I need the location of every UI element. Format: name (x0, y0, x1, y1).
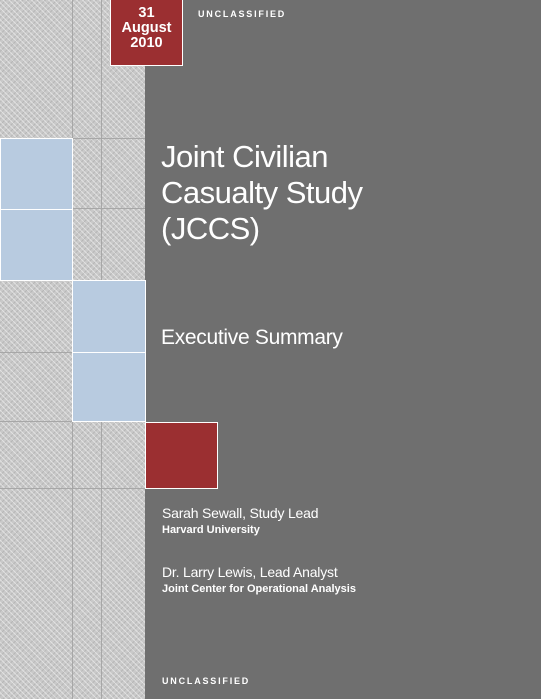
author-org: Harvard University (162, 524, 260, 536)
document-title: Joint Civilian Casualty Study (JCCS) (161, 139, 531, 247)
author-block: Dr. Larry Lewis, Lead Analyst Joint Cent… (162, 564, 356, 595)
author-org: Joint Center for Operational Analysis (162, 583, 356, 595)
title-line: Casualty Study (161, 175, 363, 210)
date-year: 2010 (130, 35, 163, 51)
classification-bottom: UNCLASSIFIED (162, 676, 251, 686)
blue-tile (0, 138, 73, 210)
title-line: (JCCS) (161, 211, 260, 246)
blue-tile (72, 280, 146, 353)
date-day: 31 (138, 5, 155, 21)
blue-tile (72, 352, 146, 422)
title-line: Joint Civilian (161, 139, 329, 174)
date-month: August (121, 20, 172, 36)
document-subtitle: Executive Summary (161, 326, 343, 349)
classification-top: UNCLASSIFIED (198, 9, 287, 19)
author-name: Sarah Sewall, Study Lead (162, 505, 319, 521)
grid-line (0, 488, 145, 489)
author-name: Dr. Larry Lewis, Lead Analyst (162, 564, 338, 580)
date-badge: 31 August 2010 (110, 0, 183, 66)
red-tile (145, 422, 218, 489)
author-block: Sarah Sewall, Study Lead Harvard Univers… (162, 505, 319, 536)
blue-tile (0, 209, 73, 281)
